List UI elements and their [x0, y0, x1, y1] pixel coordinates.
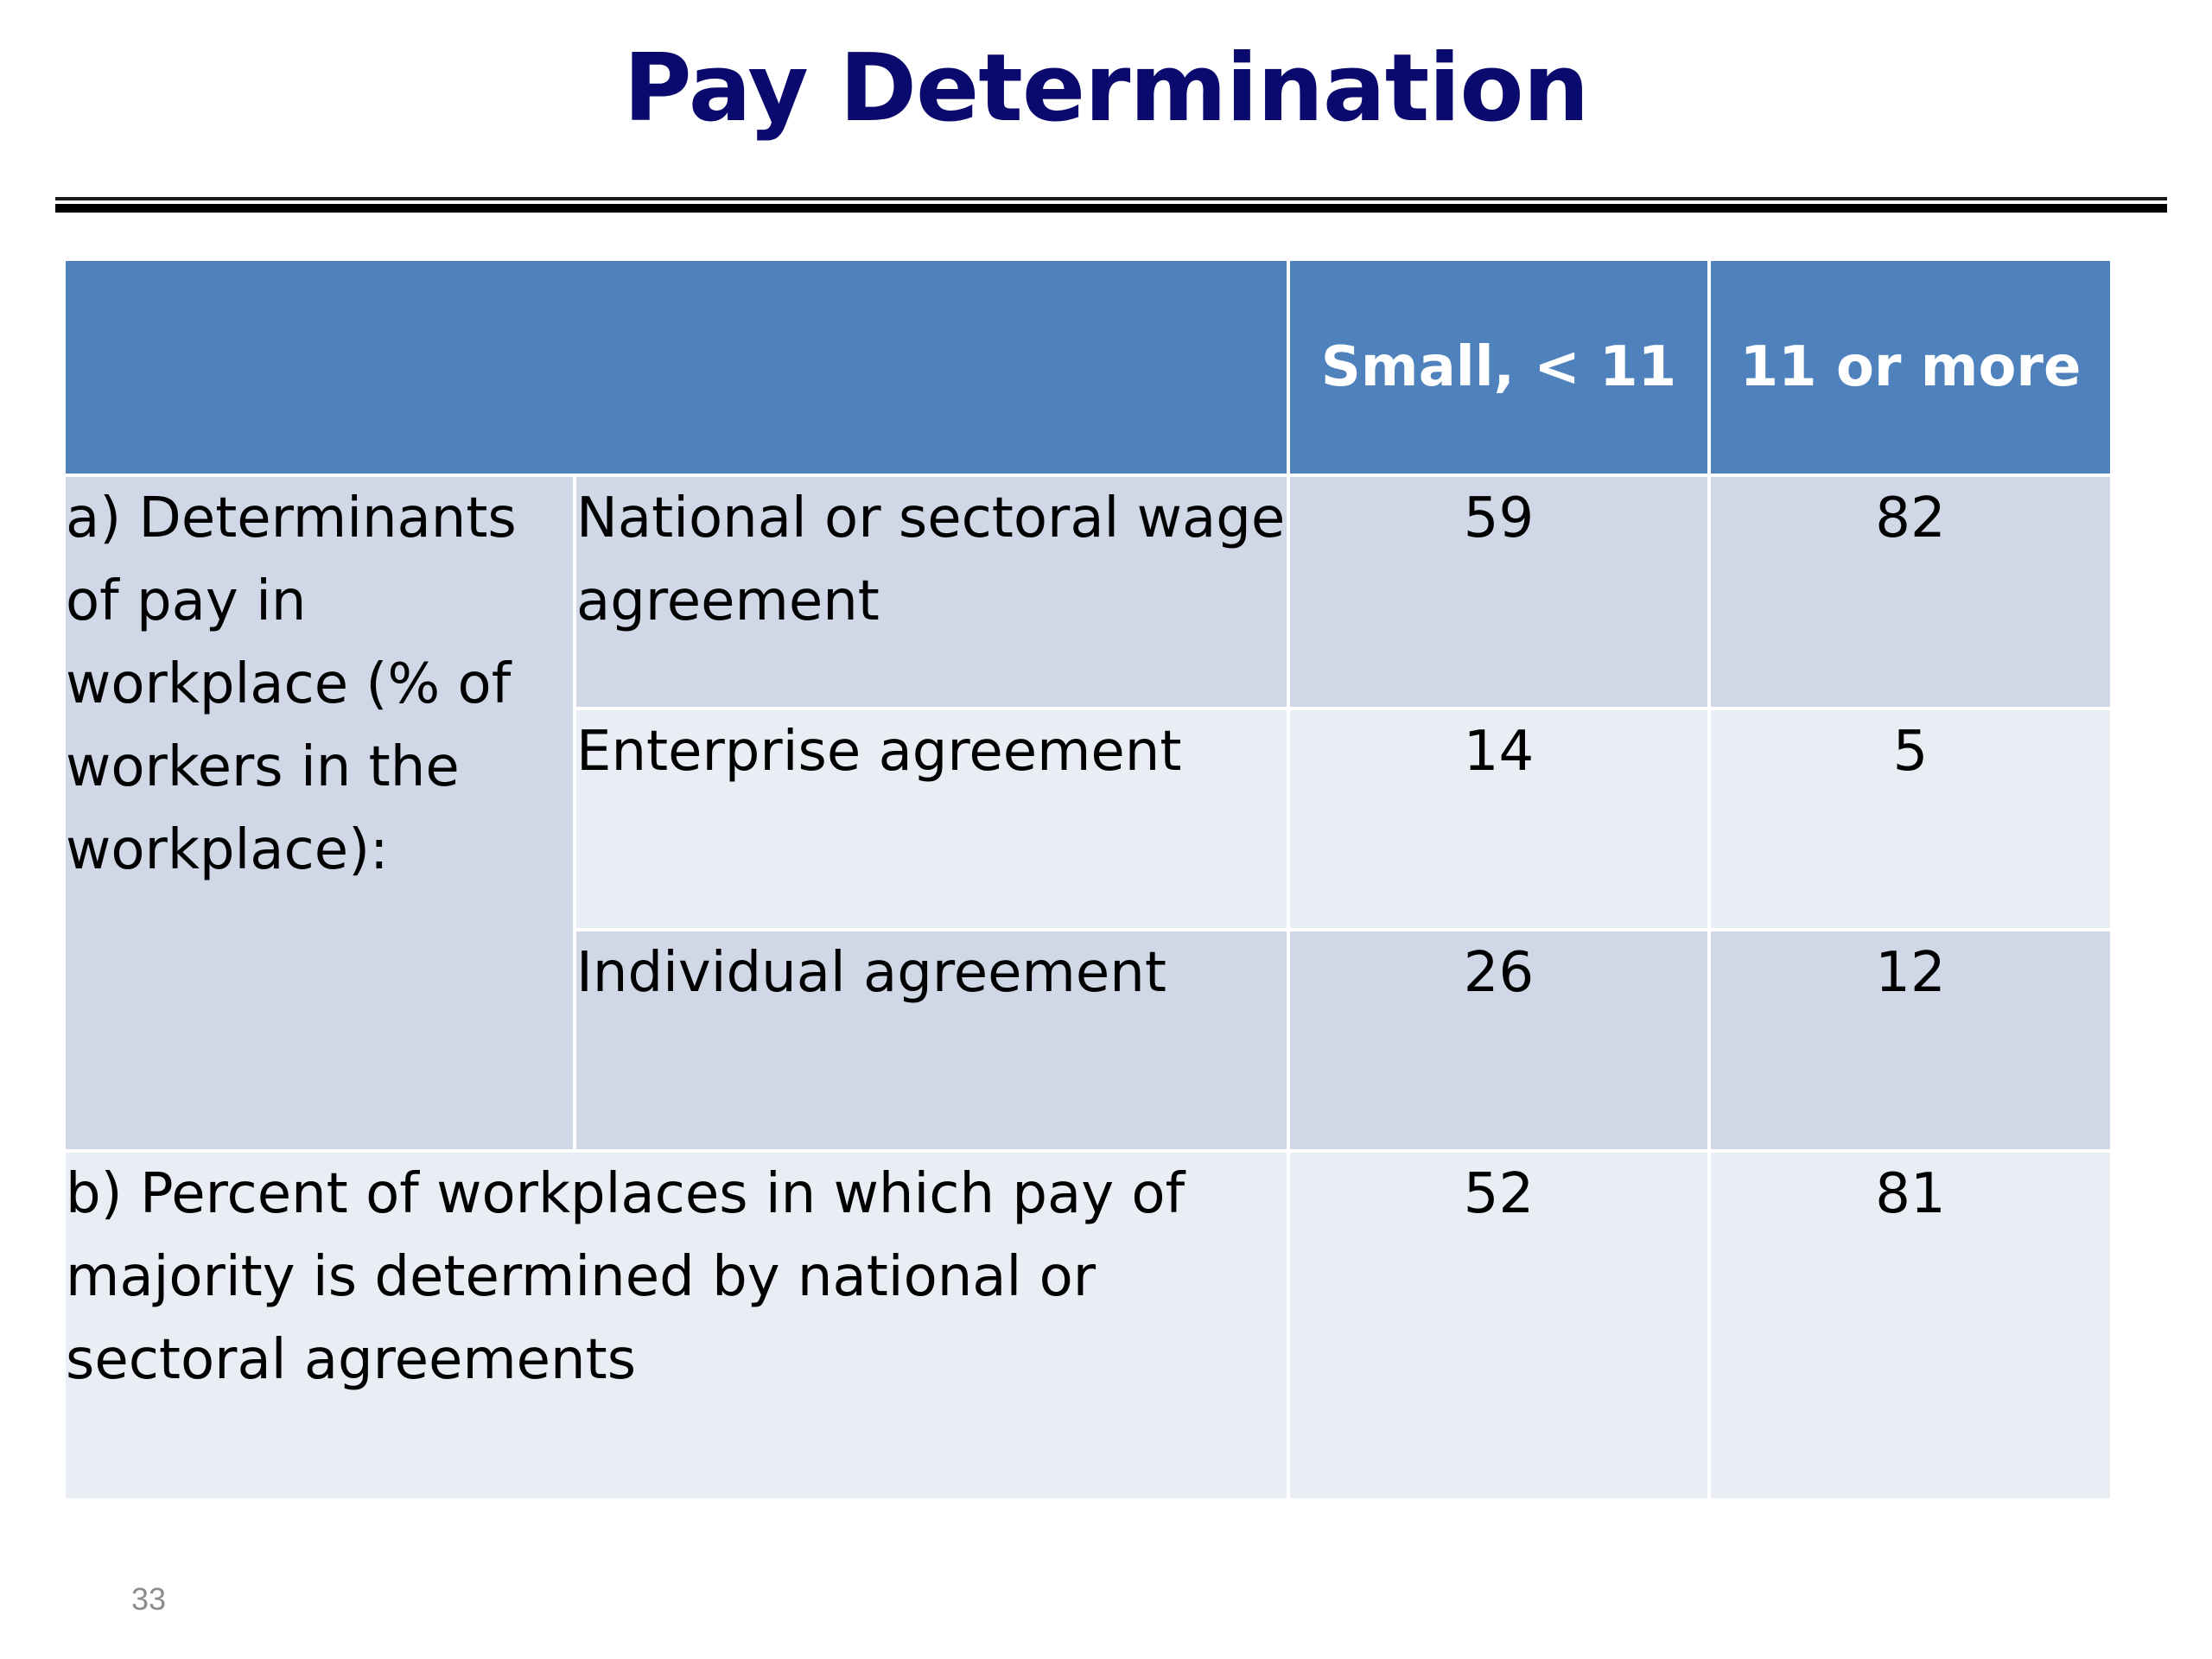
table-header-row: Small, < 11 11 or more — [62, 257, 2113, 477]
header-small: Small, < 11 — [1287, 257, 1711, 477]
value-large: 81 — [1707, 1149, 2113, 1502]
value-small: 52 — [1287, 1149, 1711, 1502]
table-row: Enterprise agreement 14 5 — [64, 707, 2113, 931]
table-row: b) Percent of workplaces in which pay of… — [62, 1149, 2113, 1502]
header-large: 11 or more — [1707, 257, 2113, 477]
value-small: 26 — [1287, 928, 1711, 1153]
value-large: 12 — [1707, 928, 2113, 1153]
value-small: 14 — [1287, 707, 1711, 931]
page-number: 33 — [131, 1581, 167, 1617]
value-small: 59 — [1287, 474, 1711, 710]
row-label: National or sectoral wage agreement — [573, 474, 1290, 710]
row-label: Individual agreement — [573, 928, 1290, 1153]
table-row: Individual agreement 26 12 — [64, 928, 2113, 1153]
pay-determination-table: Small, < 11 11 or more a) Determinants o… — [62, 257, 2113, 1502]
title-divider-thin — [55, 197, 2167, 200]
value-large: 82 — [1707, 474, 2113, 710]
value-large: 5 — [1707, 707, 2113, 931]
section-a-label: a) Determinants of pay in workplace (% o… — [62, 474, 576, 1153]
header-cell-empty — [62, 257, 1290, 477]
slide-title: Pay Determination — [623, 35, 1590, 143]
title-divider-thick — [55, 204, 2167, 213]
section-b-label: b) Percent of workplaces in which pay of… — [62, 1149, 1290, 1502]
row-label: Enterprise agreement — [573, 707, 1290, 931]
table-row: a) Determinants of pay in workplace (% o… — [62, 474, 2113, 1153]
